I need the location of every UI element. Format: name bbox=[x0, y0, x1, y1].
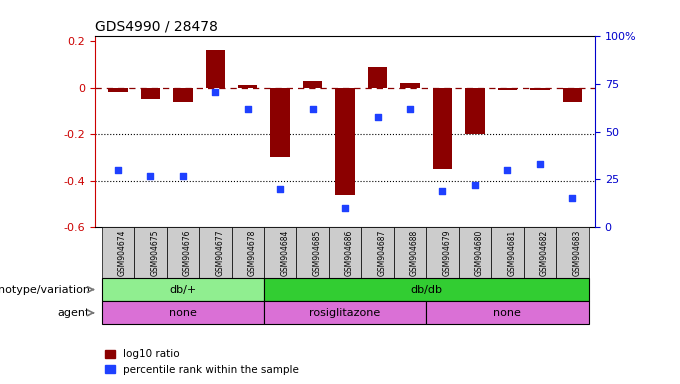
Point bbox=[469, 182, 480, 188]
Bar bbox=[530, 88, 549, 90]
Bar bbox=[401, 83, 420, 88]
Text: GSM904684: GSM904684 bbox=[280, 230, 289, 276]
Text: GSM904682: GSM904682 bbox=[540, 230, 549, 276]
Text: GSM904674: GSM904674 bbox=[118, 230, 127, 276]
FancyBboxPatch shape bbox=[394, 227, 426, 278]
Bar bbox=[141, 88, 160, 99]
Point bbox=[405, 106, 415, 112]
FancyBboxPatch shape bbox=[199, 227, 231, 278]
Text: db/+: db/+ bbox=[169, 285, 197, 295]
Point bbox=[340, 205, 351, 211]
FancyBboxPatch shape bbox=[459, 227, 491, 278]
Text: GSM904676: GSM904676 bbox=[183, 230, 192, 276]
FancyBboxPatch shape bbox=[426, 227, 459, 278]
Point bbox=[307, 106, 318, 112]
Bar bbox=[173, 88, 192, 101]
Bar bbox=[108, 88, 128, 92]
Bar bbox=[465, 88, 485, 134]
FancyBboxPatch shape bbox=[102, 278, 264, 301]
FancyBboxPatch shape bbox=[556, 227, 588, 278]
Text: GDS4990 / 28478: GDS4990 / 28478 bbox=[95, 20, 218, 34]
Text: GSM904688: GSM904688 bbox=[410, 230, 419, 276]
Bar bbox=[205, 50, 225, 88]
FancyBboxPatch shape bbox=[264, 278, 588, 301]
Point bbox=[275, 186, 286, 192]
Point bbox=[437, 188, 448, 194]
FancyBboxPatch shape bbox=[329, 227, 361, 278]
Text: GSM904680: GSM904680 bbox=[475, 230, 484, 276]
Text: GSM904675: GSM904675 bbox=[150, 230, 159, 276]
Text: GSM904681: GSM904681 bbox=[507, 230, 516, 276]
Text: GSM904677: GSM904677 bbox=[216, 230, 224, 276]
Bar bbox=[432, 88, 452, 169]
Text: GSM904685: GSM904685 bbox=[313, 230, 322, 276]
Bar bbox=[238, 85, 258, 88]
Bar bbox=[368, 67, 388, 88]
Text: GSM904679: GSM904679 bbox=[443, 230, 452, 276]
Text: genotype/variation: genotype/variation bbox=[0, 285, 90, 295]
FancyBboxPatch shape bbox=[167, 227, 199, 278]
Point bbox=[145, 172, 156, 179]
FancyBboxPatch shape bbox=[102, 227, 134, 278]
Point bbox=[502, 167, 513, 173]
Text: none: none bbox=[169, 308, 197, 318]
Point bbox=[242, 106, 253, 112]
FancyBboxPatch shape bbox=[231, 227, 264, 278]
FancyBboxPatch shape bbox=[491, 227, 524, 278]
Text: GSM904678: GSM904678 bbox=[248, 230, 257, 276]
Text: rosiglitazone: rosiglitazone bbox=[309, 308, 381, 318]
FancyBboxPatch shape bbox=[134, 227, 167, 278]
Point bbox=[210, 89, 221, 95]
FancyBboxPatch shape bbox=[361, 227, 394, 278]
Text: none: none bbox=[494, 308, 522, 318]
Point bbox=[567, 195, 578, 202]
Point bbox=[534, 161, 545, 167]
FancyBboxPatch shape bbox=[426, 301, 588, 324]
Point bbox=[372, 113, 383, 119]
FancyBboxPatch shape bbox=[264, 301, 426, 324]
Point bbox=[177, 172, 188, 179]
FancyBboxPatch shape bbox=[264, 227, 296, 278]
Bar bbox=[498, 88, 517, 90]
Text: agent: agent bbox=[58, 308, 90, 318]
Legend: log10 ratio, percentile rank within the sample: log10 ratio, percentile rank within the … bbox=[101, 345, 303, 379]
Point bbox=[112, 167, 123, 173]
Text: GSM904683: GSM904683 bbox=[573, 230, 581, 276]
Bar bbox=[335, 88, 355, 195]
FancyBboxPatch shape bbox=[296, 227, 329, 278]
Bar bbox=[303, 81, 322, 88]
FancyBboxPatch shape bbox=[524, 227, 556, 278]
FancyBboxPatch shape bbox=[102, 301, 264, 324]
Text: GSM904687: GSM904687 bbox=[377, 230, 386, 276]
Text: GSM904686: GSM904686 bbox=[345, 230, 354, 276]
Text: db/db: db/db bbox=[410, 285, 442, 295]
Bar bbox=[271, 88, 290, 157]
Bar bbox=[562, 88, 582, 101]
